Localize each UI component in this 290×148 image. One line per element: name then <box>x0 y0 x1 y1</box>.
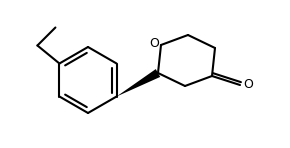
Text: O: O <box>149 37 159 49</box>
Polygon shape <box>117 69 160 96</box>
Text: O: O <box>243 78 253 90</box>
